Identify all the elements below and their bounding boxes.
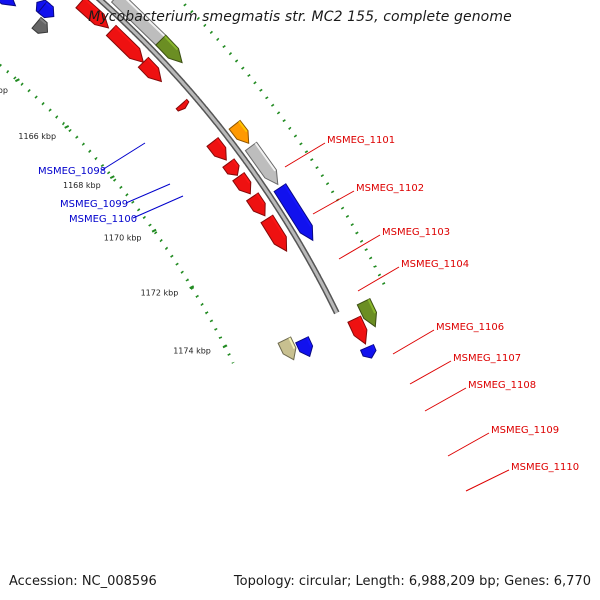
gene-labels: MSMEG_1098 MSMEG_1099 MSMEG_1100 MSMEG_1101…: [38, 135, 579, 492]
gene-label-msmeg_1103[interactable]: MSMEG_1103: [382, 227, 450, 238]
scale-tick-1166: [64, 125, 70, 129]
scale-tick-1172: [189, 285, 195, 290]
gene-label-msmeg_1101[interactable]: MSMEG_1101: [327, 135, 395, 146]
leader-msmeg_1110: [465, 469, 510, 492]
scale-label-1164: 1164 kbp: [0, 86, 8, 95]
map-title: Mycobacterium smegmatis str. MC2 155, co…: [88, 9, 512, 25]
gene-label-msmeg_1108[interactable]: MSMEG_1108: [468, 380, 536, 391]
gene-label-msmeg_1107[interactable]: MSMEG_1107: [453, 353, 521, 364]
gene-label-msmeg_1100[interactable]: MSMEG_1100: [69, 214, 137, 225]
gene-red-1103[interactable]: [137, 56, 163, 83]
accession-text: Accession: NC_008596: [9, 574, 157, 589]
gene-red-1107[interactable]: [222, 158, 240, 176]
scale-label-1168: 1168 kbp: [63, 181, 101, 190]
gene-label-msmeg_1104[interactable]: MSMEG_1104: [401, 259, 469, 270]
genome-backbone: [95, 0, 340, 315]
gene-label-msmeg_1102[interactable]: MSMEG_1102: [356, 183, 424, 194]
gene-khaki-2[interactable]: [277, 336, 297, 361]
leader-msmeg_1098: [101, 142, 146, 171]
gene-olive-2[interactable]: [356, 298, 378, 328]
scale-tick-1170: [151, 228, 157, 233]
gene-label-msmeg_1110[interactable]: MSMEG_1110: [511, 462, 579, 473]
leader-msmeg_1104: [357, 266, 400, 292]
gene-blue-2[interactable]: [295, 336, 314, 358]
scale-tick-1164: [14, 78, 20, 83]
gene-red-1106[interactable]: [206, 136, 227, 161]
gene-olive-1104[interactable]: [155, 34, 183, 64]
gene-red-1108b[interactable]: [245, 192, 266, 217]
tick-rings: [0, 0, 388, 364]
gene-blue-1110[interactable]: [273, 183, 314, 242]
gene-red-1108a[interactable]: [232, 172, 252, 195]
gene-red-1101[interactable]: [75, 0, 110, 29]
gene-label-msmeg_1109[interactable]: MSMEG_1109: [491, 425, 559, 436]
gene-grey-1108[interactable]: [244, 141, 279, 186]
scale-label-1172: 1172 kbp: [141, 289, 179, 298]
gene-blue-3[interactable]: [359, 343, 377, 359]
backbone-line: [98, 0, 339, 314]
gene-red-3[interactable]: [347, 315, 368, 345]
scale-label-1174: 1174 kbp: [173, 347, 211, 356]
gene-red-1104-small[interactable]: [175, 98, 190, 112]
leader-msmeg_1103: [338, 234, 381, 260]
leader-msmeg_1107: [409, 360, 452, 385]
leader-msmeg_1101: [284, 142, 326, 168]
leader-msmeg_1108: [424, 387, 467, 412]
gene-label-msmeg_1098[interactable]: MSMEG_1098: [38, 166, 106, 177]
topology-text: Topology: circular; Length: 6,988,209 bp…: [233, 574, 591, 589]
scale-label-1170: 1170 kbp: [104, 233, 142, 242]
gene-features: [0, 0, 378, 361]
gene-blue-1099b[interactable]: [37, 0, 55, 19]
scale-label-1166: 1166 kbp: [18, 132, 56, 141]
leader-msmeg_1106: [392, 329, 435, 355]
leader-msmeg_1109: [447, 432, 490, 457]
gene-label-msmeg_1099[interactable]: MSMEG_1099: [60, 199, 128, 210]
scale-tick-1168: [109, 175, 115, 179]
gene-blue-1098[interactable]: [0, 0, 17, 7]
gene-red-1109[interactable]: [260, 214, 288, 252]
gene-darkgrey-1100[interactable]: [31, 16, 49, 34]
gene-label-msmeg_1106[interactable]: MSMEG_1106: [436, 322, 504, 333]
inner-tick-ring: [0, 63, 235, 364]
leader-msmeg_1099: [125, 183, 171, 204]
gene-red-1102[interactable]: [105, 24, 145, 64]
leader-msmeg_1102: [312, 190, 355, 215]
leader-msmeg_1100: [132, 195, 184, 219]
gene-orange-1106[interactable]: [228, 119, 250, 145]
scale-tick-1174: [222, 344, 228, 349]
